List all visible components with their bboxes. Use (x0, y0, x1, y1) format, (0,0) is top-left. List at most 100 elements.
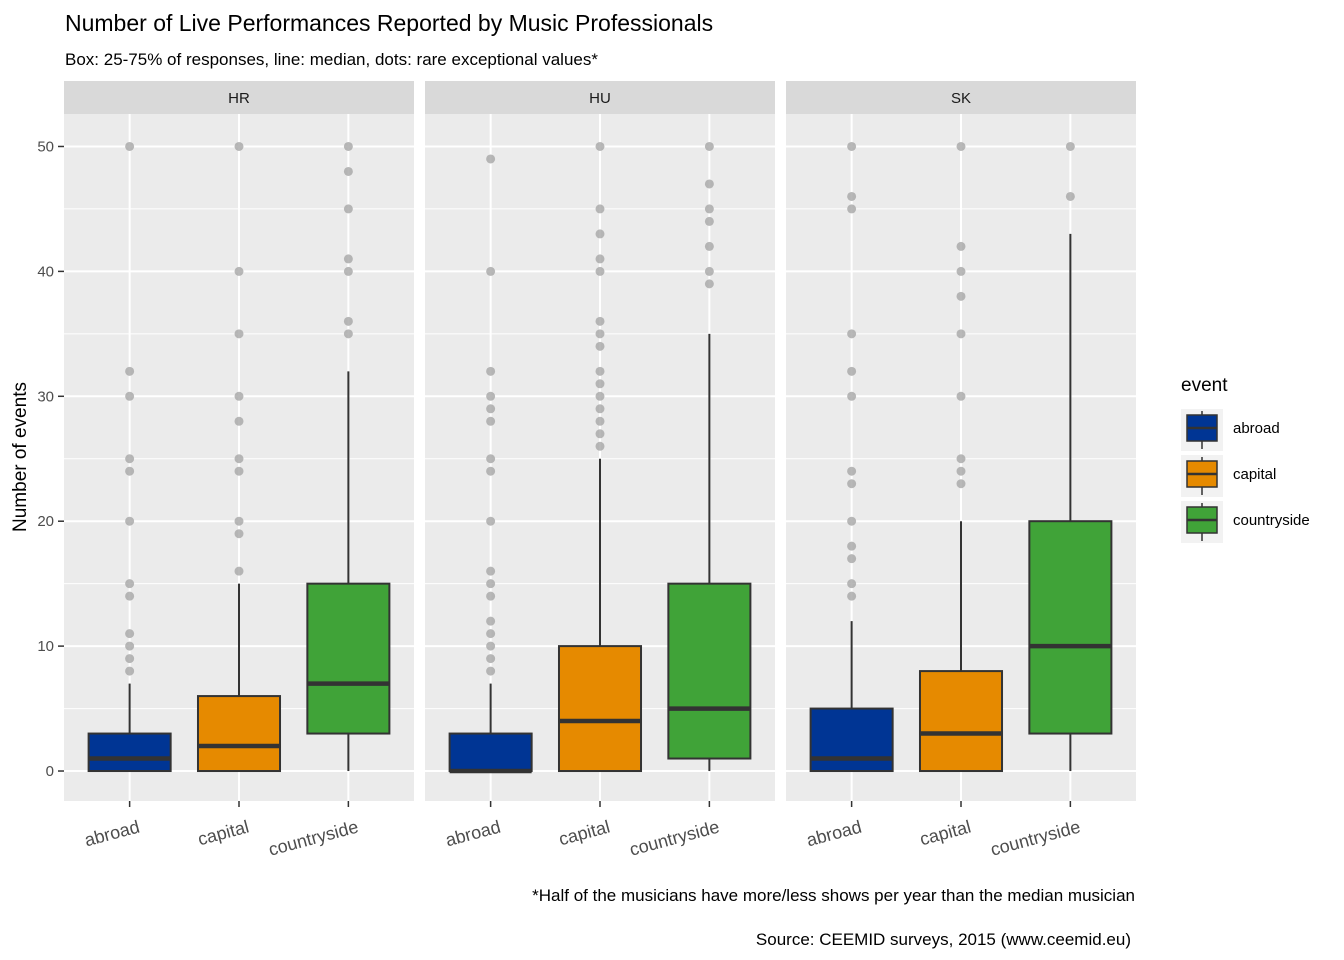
outlier-point (486, 454, 496, 464)
outlier-point (234, 566, 244, 576)
box-iqr (667, 582, 752, 760)
outlier-point (125, 629, 135, 639)
outlier-point (125, 141, 135, 151)
outlier-point (847, 204, 857, 214)
y-tick-label: 20 (37, 513, 54, 530)
outlier-point (704, 279, 714, 289)
facet-panels: HR abroad capital countryside HU abroad capita… (64, 81, 1136, 860)
chart-subtitle: Box: 25-75% of responses, line: median, … (65, 50, 598, 69)
outlier-point (343, 141, 353, 151)
outlier-point (234, 466, 244, 476)
outlier-point (486, 466, 496, 476)
outlier-point (486, 591, 496, 601)
outlier-point (234, 391, 244, 401)
outlier-point (343, 204, 353, 214)
x-tick-label: capital (557, 817, 612, 850)
y-tick-label: 30 (37, 388, 54, 405)
outlier-point (125, 591, 135, 601)
outlier-point (595, 404, 605, 414)
x-tick-label: capital (918, 817, 973, 850)
outlier-point (595, 341, 605, 351)
outlier-point (125, 391, 135, 401)
outlier-point (486, 566, 496, 576)
outlier-point (125, 666, 135, 676)
outlier-point (847, 579, 857, 589)
outlier-point (847, 329, 857, 339)
outlier-point (486, 629, 496, 639)
caption-footnote: *Half of the musicians have more/less sh… (532, 886, 1135, 905)
outlier-point (125, 579, 135, 589)
legend-label: abroad (1233, 420, 1280, 437)
legend-key-capital: capital (1181, 455, 1276, 497)
box-iqr (557, 645, 643, 773)
x-tick-label: abroad (443, 817, 502, 851)
outlier-point (704, 179, 714, 189)
y-tick-label: 0 (46, 763, 54, 780)
outlier-point (704, 241, 714, 251)
outlier-point (234, 266, 244, 276)
box-hr-abroad (87, 141, 172, 773)
outlier-point (234, 329, 244, 339)
box-sk-capital (918, 141, 1004, 773)
facet-strip (425, 81, 775, 114)
outlier-point (595, 366, 605, 376)
box-iqr (809, 707, 894, 773)
box-hu-abroad (448, 154, 533, 774)
facet-panel-sk: SK abroad capital countryside (786, 81, 1136, 860)
outlier-point (595, 441, 605, 451)
outlier-point (595, 204, 605, 214)
outlier-point (486, 666, 496, 676)
outlier-point (125, 516, 135, 526)
x-tick-label: countryside (988, 817, 1082, 860)
outlier-point (486, 391, 496, 401)
facet-strip-label: HU (589, 90, 611, 107)
outlier-point (956, 291, 966, 301)
outlier-point (595, 391, 605, 401)
outlier-point (343, 166, 353, 176)
outlier-point (486, 416, 496, 426)
outlier-point (595, 254, 605, 264)
outlier-point (486, 404, 496, 414)
legend-label: capital (1233, 466, 1276, 483)
box-sk-abroad (809, 141, 894, 773)
outlier-point (595, 416, 605, 426)
box-sk-countryside (1028, 141, 1113, 772)
outlier-point (956, 266, 966, 276)
outlier-point (847, 541, 857, 551)
chart-title: Number of Live Performances Reported by … (65, 10, 713, 36)
outlier-point (595, 316, 605, 326)
x-tick-label: countryside (627, 817, 721, 860)
outlier-point (234, 454, 244, 464)
x-tick-label: capital (196, 817, 251, 850)
outlier-point (595, 229, 605, 239)
outlier-point (595, 329, 605, 339)
legend-key-countryside: countryside (1181, 501, 1310, 543)
outlier-point (343, 254, 353, 264)
outlier-point (486, 154, 496, 164)
box-iqr (306, 582, 391, 735)
outlier-point (1065, 191, 1075, 201)
y-tick-label: 10 (37, 638, 54, 655)
x-tick-label: countryside (266, 817, 360, 860)
outlier-point (595, 141, 605, 151)
outlier-point (847, 191, 857, 201)
facet-strip-label: HR (228, 90, 250, 107)
box-iqr (1028, 520, 1113, 735)
outlier-point (486, 366, 496, 376)
x-tick-label: abroad (804, 817, 863, 851)
facet-panel-hr: HR abroad capital countryside (64, 81, 414, 860)
outlier-point (704, 216, 714, 226)
x-tick-label: abroad (82, 817, 141, 851)
outlier-point (595, 379, 605, 389)
box-hu-capital (557, 141, 643, 773)
outlier-point (847, 391, 857, 401)
outlier-point (956, 241, 966, 251)
outlier-point (486, 654, 496, 664)
y-axis-ticks: 0 10 20 30 40 50 (37, 138, 64, 780)
box-iqr (87, 732, 172, 773)
outlier-point (956, 479, 966, 489)
box-iqr (918, 670, 1004, 773)
facet-strip (786, 81, 1136, 114)
outlier-point (847, 479, 857, 489)
outlier-point (704, 266, 714, 276)
